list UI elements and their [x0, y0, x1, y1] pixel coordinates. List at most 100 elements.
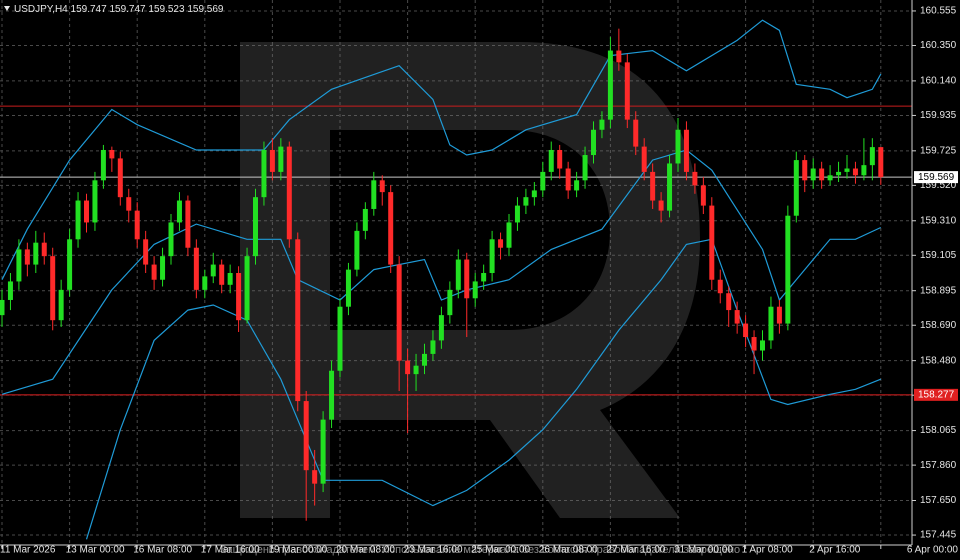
x-tick-label: 1 Apr 08:00: [742, 545, 794, 556]
y-tick-label: 160.140: [920, 76, 957, 87]
y-tick-label: 159.520: [920, 180, 957, 191]
candle-body: [227, 273, 233, 285]
x-tick-label: 17 Mar 16:00: [201, 545, 260, 556]
candle-body: [379, 180, 385, 193]
candle-body: [709, 205, 715, 280]
candle-body: [236, 273, 242, 321]
candle-body: [836, 171, 842, 176]
candle-body: [540, 171, 546, 191]
candle-body: [760, 340, 765, 351]
x-tick-label: 20 Mar 08:00: [336, 545, 395, 556]
x-tick-label: 31 Mar 00:00: [674, 545, 733, 556]
x-tick-label: 6 Apr 00:00: [907, 545, 959, 556]
x-tick-label: 23 Mar 16:00: [404, 545, 463, 556]
candle-body: [641, 146, 647, 172]
header-icon: [4, 6, 10, 11]
candle-body: [430, 340, 436, 354]
candle-body: [861, 165, 867, 176]
candle-body: [41, 242, 47, 257]
header-close: 159.569: [187, 4, 224, 15]
candle-body: [396, 264, 402, 361]
candle-body: [371, 180, 377, 209]
candle-body: [514, 205, 520, 223]
candle-body: [84, 200, 89, 223]
header-open: 159.747: [71, 4, 108, 15]
candle-body: [58, 289, 64, 321]
candle-body: [489, 239, 495, 274]
price-tag: [914, 171, 958, 184]
price-tag-label: 158.277: [918, 389, 955, 400]
candle-body: [548, 149, 554, 172]
candle-body: [802, 160, 808, 181]
candle-body: [303, 401, 309, 471]
candle-body: [50, 256, 56, 321]
y-tick-label: 158.480: [920, 355, 957, 366]
price-tag-label: 159.569: [918, 172, 955, 183]
x-tick-label: 19 Mar 00:00: [268, 545, 327, 556]
x-tick-label: 27 Mar 16:00: [606, 545, 665, 556]
candle-body: [185, 200, 191, 248]
candle-body: [683, 129, 689, 172]
grid: [0, 0, 912, 545]
y-tick-label: 160.350: [920, 40, 957, 51]
candle-body: [261, 149, 267, 198]
candle-body: [202, 276, 208, 290]
price-tag: [914, 388, 958, 401]
x-tick-label: 2 Apr 16:00: [809, 545, 861, 556]
y-tick-label: 158.895: [920, 285, 957, 296]
candle-body: [599, 119, 605, 130]
candle-body: [16, 249, 22, 282]
header-low: 159.523: [148, 4, 185, 15]
candle-body: [633, 119, 639, 147]
candle-body: [126, 197, 132, 211]
y-tick-label: 159.105: [920, 250, 957, 261]
candle-body: [422, 353, 427, 366]
y-tick-label: 157.860: [920, 460, 957, 471]
candle-body: [219, 264, 225, 285]
candle-body: [413, 365, 419, 375]
candle-body: [827, 175, 833, 181]
candle-body: [776, 306, 782, 324]
candle-body: [591, 129, 596, 156]
candle-body: [109, 149, 115, 159]
x-tick-label: 13 Mar 00:00: [66, 545, 125, 556]
candle-body: [751, 337, 757, 351]
candle-body: [100, 149, 106, 181]
symbol: USDJPY,H4: [14, 4, 68, 15]
candle-body: [244, 256, 250, 321]
candle-body: [345, 269, 351, 307]
candle-body: [362, 208, 368, 231]
y-tick-label: 159.310: [920, 215, 957, 226]
candle-body: [624, 62, 630, 120]
candle-body: [582, 155, 588, 181]
candle-body: [819, 168, 825, 181]
candle-body: [455, 259, 461, 290]
candle-body: [717, 279, 723, 294]
candle-body: [607, 50, 613, 120]
candle-body: [320, 419, 326, 484]
candle-body: [523, 197, 529, 206]
candle-body: [388, 192, 394, 265]
candle-body: [650, 171, 656, 201]
candle-body: [176, 200, 182, 223]
candle-body: [743, 323, 749, 338]
candle-body: [464, 259, 470, 299]
candle-body: [481, 273, 487, 282]
y-tick-label: 157.650: [920, 495, 957, 506]
candle-body: [675, 129, 681, 164]
candle-body: [134, 210, 140, 240]
candle-body: [295, 239, 301, 402]
candle-body: [869, 147, 875, 166]
candle-body: [278, 146, 284, 172]
candle-body: [447, 289, 453, 316]
candle-body: [506, 222, 512, 248]
plot: [0, 19, 912, 540]
candle-body: [700, 185, 706, 206]
candle-body: [193, 247, 199, 290]
candle-body: [33, 242, 39, 265]
candle-body: [852, 168, 858, 176]
candle-body: [312, 470, 318, 484]
candle-body: [692, 171, 698, 186]
